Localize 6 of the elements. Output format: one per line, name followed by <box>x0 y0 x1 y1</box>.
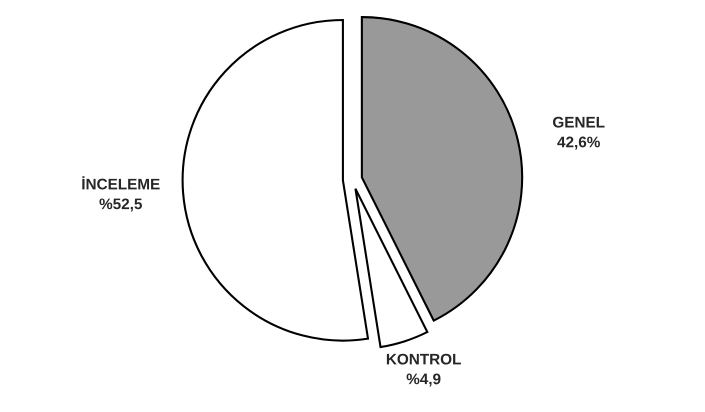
slice-label: GENEL <box>553 116 605 128</box>
slice-label: KONTROL <box>386 354 461 365</box>
slice-label: İNCELEME <box>82 176 160 190</box>
data-label: %4,9 <box>406 373 440 387</box>
data-label: 42,6% <box>557 136 600 150</box>
data-label: %52,5 <box>99 198 142 212</box>
